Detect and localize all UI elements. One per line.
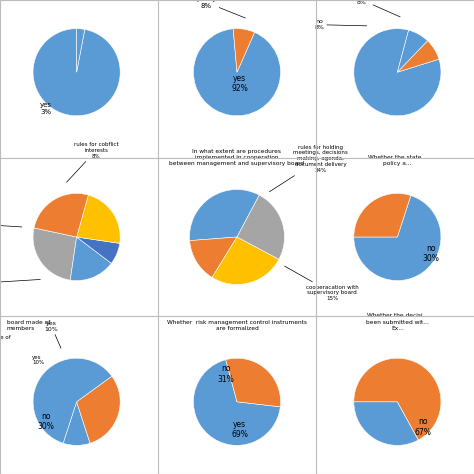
Wedge shape — [354, 193, 411, 237]
Wedge shape — [33, 28, 120, 116]
Title: Whether the decisi...
been submitted wit...
Ex...: Whether the decisi... been submitted wit… — [366, 313, 429, 331]
Text: partly
8%: partly 8% — [352, 0, 400, 17]
Wedge shape — [190, 237, 237, 277]
Text: partly
8%: partly 8% — [196, 0, 246, 18]
Wedge shape — [397, 30, 428, 72]
Text: cooperacation with
supervisory board
15%: cooperacation with supervisory board 15% — [284, 266, 358, 301]
Wedge shape — [193, 360, 280, 446]
Wedge shape — [70, 237, 111, 281]
Title: Whether  the cont...
imp...: Whether the cont... imp... — [368, 0, 427, 1]
Wedge shape — [77, 237, 120, 264]
Wedge shape — [33, 228, 77, 280]
Wedge shape — [77, 376, 120, 443]
Text: no
67%: no 67% — [414, 417, 431, 437]
Wedge shape — [237, 195, 284, 259]
Text: yes
92%: yes 92% — [231, 73, 248, 93]
Text: board made of
members: board made of members — [0, 335, 11, 346]
Text: yes
10%: yes 10% — [45, 321, 61, 348]
Wedge shape — [354, 358, 441, 440]
Text: no
30%: no 30% — [422, 244, 439, 264]
Wedge shape — [397, 41, 439, 72]
Wedge shape — [77, 195, 120, 243]
Text: no
30%: no 30% — [37, 411, 55, 431]
Text: yes
10%: yes 10% — [32, 355, 44, 365]
Title: In what extent are procedures
implemented in cooperation
between management and : In what extent are procedures implemente… — [169, 149, 305, 166]
Title: Whether the state...
policy a...: Whether the state... policy a... — [368, 155, 427, 166]
Wedge shape — [190, 190, 259, 241]
Text: yes
3%: yes 3% — [40, 102, 52, 115]
Text: yes
69%: yes 69% — [231, 420, 248, 439]
Text: rules for cobflict
interests
8%: rules for cobflict interests 8% — [66, 142, 118, 182]
Wedge shape — [77, 28, 85, 72]
Wedge shape — [212, 237, 279, 284]
Title: Whether  the contract control is implemented: Whether the contract control is implemen… — [170, 0, 304, 1]
Wedge shape — [233, 28, 255, 72]
Text: ...nt responsibilities are
defined: ...nt responsibilities are defined — [7, 0, 76, 1]
Text: procedures
17%: procedures 17% — [0, 218, 22, 228]
Wedge shape — [354, 28, 441, 116]
Text: no
31%: no 31% — [218, 364, 234, 383]
Text: rules for holding
meetings, decisions
making, agenda,
document delivery
34%: rules for holding meetings, decisions ma… — [269, 145, 348, 192]
Wedge shape — [354, 196, 441, 281]
Wedge shape — [226, 358, 281, 407]
Wedge shape — [63, 402, 90, 446]
Wedge shape — [193, 29, 281, 116]
Wedge shape — [34, 193, 88, 237]
Wedge shape — [354, 402, 419, 446]
Text: no
8%: no 8% — [314, 19, 367, 30]
Text: board made of
members: board made of members — [7, 319, 50, 331]
Wedge shape — [33, 358, 112, 443]
Text: activities and goals
26%: activities and goals 26% — [0, 279, 40, 290]
Title: Whether  risk management control instruments
are formalized: Whether risk management control instrume… — [167, 319, 307, 331]
